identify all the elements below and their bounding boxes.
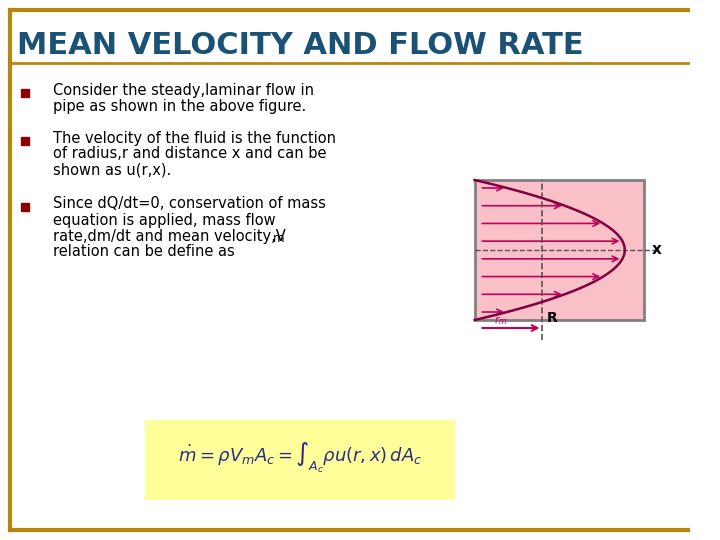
Text: $\dot{m} = \rho V_m A_c = \int_{A_c} \rho u(r,x)\, dA_c$: $\dot{m} = \rho V_m A_c = \int_{A_c} \rh… xyxy=(178,441,423,475)
Text: of radius,r and distance x and can be: of radius,r and distance x and can be xyxy=(53,146,327,161)
Bar xyxy=(22,89,29,97)
Bar xyxy=(22,203,29,211)
Text: The velocity of the fluid is the function: The velocity of the fluid is the functio… xyxy=(53,131,336,145)
Bar xyxy=(474,180,644,320)
Text: Consider the steady,laminar flow in: Consider the steady,laminar flow in xyxy=(53,83,314,98)
Text: shown as u(r,x).: shown as u(r,x). xyxy=(53,163,171,178)
Text: R: R xyxy=(546,311,557,325)
Bar xyxy=(22,137,29,145)
Text: Since dQ/dt=0, conservation of mass: Since dQ/dt=0, conservation of mass xyxy=(53,197,326,212)
Text: $r_m$: $r_m$ xyxy=(494,315,508,327)
Text: rate,dm/dt and mean velocity,V: rate,dm/dt and mean velocity,V xyxy=(53,228,286,244)
Text: pipe as shown in the above figure.: pipe as shown in the above figure. xyxy=(53,98,307,113)
Text: relation can be define as: relation can be define as xyxy=(53,245,235,260)
Text: m: m xyxy=(273,232,284,245)
Text: MEAN VELOCITY AND FLOW RATE: MEAN VELOCITY AND FLOW RATE xyxy=(17,30,584,59)
Bar xyxy=(145,420,455,500)
Text: x: x xyxy=(652,242,662,258)
Text: equation is applied, mass flow: equation is applied, mass flow xyxy=(53,213,276,227)
